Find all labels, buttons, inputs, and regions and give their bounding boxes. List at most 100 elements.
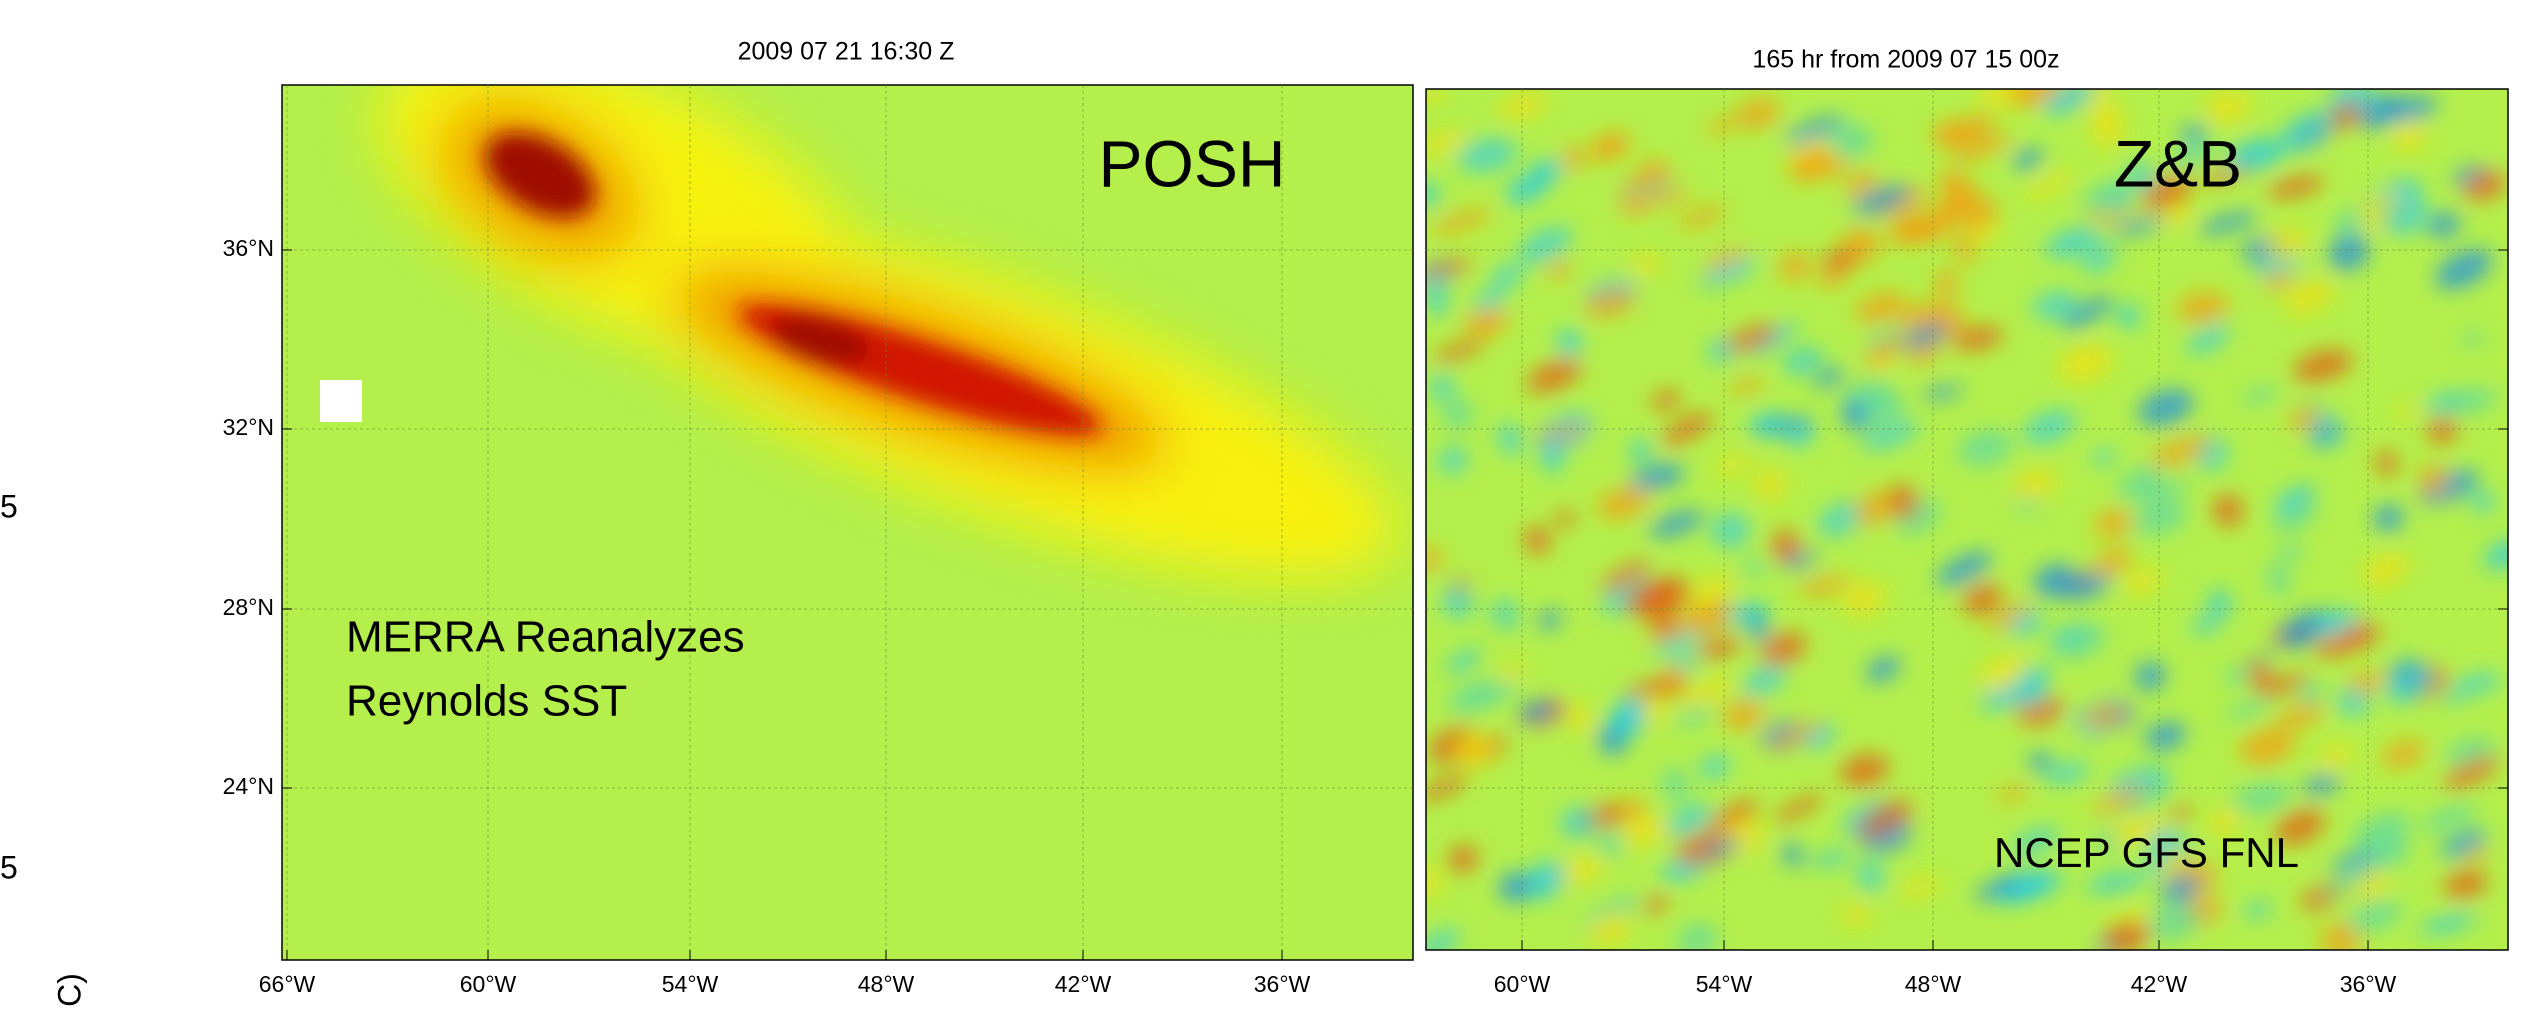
field-blob <box>1742 664 1787 697</box>
field-blob <box>2123 568 2161 595</box>
field-blob <box>2363 553 2409 587</box>
field-blob <box>1441 399 1474 430</box>
field-blob <box>2061 296 2114 330</box>
field-blob <box>1859 393 1906 425</box>
field-blob <box>2207 808 2242 835</box>
field-blob <box>2132 501 2188 536</box>
x-tick-label: 48°W <box>858 971 915 997</box>
y-tick-label: 24°N <box>223 773 274 799</box>
field-blob <box>1460 310 1503 330</box>
field-blob <box>1934 270 1959 298</box>
field-blob <box>1560 805 1597 840</box>
field-blob <box>1678 205 1726 229</box>
right-frame <box>1425 88 2509 951</box>
field-blob <box>1747 323 1798 356</box>
field-blob <box>1625 679 1683 698</box>
field-blob <box>1778 252 1811 282</box>
field-blob <box>2058 344 2113 383</box>
field-blob <box>1716 453 1750 477</box>
field-blob <box>1721 699 1765 730</box>
field-blob <box>1426 131 1468 155</box>
field-blob <box>2298 680 2323 705</box>
grid: 66°W 60°W 54°W 48°W 42°W 36°W 36°N 32°N 28°N 24°N… <box>223 85 2508 997</box>
field-blob <box>1980 655 2029 691</box>
field-blob <box>1766 721 1823 750</box>
field-blob <box>1810 851 1851 867</box>
field-blob <box>1866 655 1901 683</box>
field-blob <box>1788 148 1835 183</box>
field-blob <box>2384 666 2435 705</box>
field-blob <box>1426 775 1468 801</box>
field-blob <box>2093 509 2133 537</box>
field-blob <box>2347 671 2385 693</box>
field-blob <box>1796 576 1852 596</box>
field-blob <box>2169 140 2215 172</box>
field-blob <box>1426 89 1443 104</box>
field-blob <box>1432 340 1485 362</box>
field-blob <box>2126 161 2156 193</box>
field-blob <box>2032 563 2076 598</box>
field-blob <box>1695 637 1742 659</box>
field-blob <box>2471 489 2495 514</box>
field-blob <box>2241 386 2279 405</box>
field-blob <box>1842 171 1880 197</box>
field-blob <box>2314 634 2360 658</box>
field-blob <box>1953 233 1976 264</box>
field-blob <box>2226 138 2285 172</box>
field-blob <box>2450 673 2502 696</box>
field-blob <box>1587 140 1627 161</box>
field-blob <box>1857 800 1913 838</box>
field-blob <box>2463 171 2507 201</box>
field-blob <box>2012 148 2044 170</box>
field-blob <box>1734 98 1781 129</box>
field-blob <box>1897 876 1943 899</box>
field-blob <box>2023 409 2076 445</box>
field-blob <box>1445 649 1482 673</box>
field-blob <box>2243 903 2272 917</box>
field-blob <box>1860 421 1920 451</box>
field-blob <box>2266 563 2291 595</box>
field-blob <box>2116 305 2141 328</box>
field-blob <box>2437 690 2470 706</box>
field-blob <box>1682 675 1733 710</box>
field-blob <box>2082 183 2132 214</box>
field-blob <box>2303 774 2340 796</box>
field-blob <box>2048 226 2103 259</box>
field-blob <box>2347 900 2403 933</box>
field-blob <box>1620 816 1669 848</box>
field-blob <box>1754 467 1786 501</box>
field-blob <box>2266 226 2307 260</box>
x-tick-label: 60°W <box>1494 971 1551 997</box>
field-blob <box>1540 438 1562 474</box>
field-blob <box>1496 422 1524 457</box>
field-blob <box>1630 463 1686 490</box>
field-blob <box>1998 786 2027 802</box>
field-blob <box>1676 704 1713 727</box>
field-blob <box>2276 703 2325 729</box>
x-tick-label: 54°W <box>662 971 719 997</box>
field-blob <box>2144 721 2187 751</box>
field-blob <box>2281 112 2335 153</box>
margin-label: C) <box>51 973 87 1007</box>
field-blob <box>1841 581 1886 616</box>
field-blob <box>2186 324 2231 355</box>
field-blob <box>1569 703 1593 733</box>
field-blob <box>1952 133 2012 162</box>
field-blob <box>1597 829 1626 858</box>
field-blob <box>1710 512 1751 548</box>
field-blob <box>1629 440 1652 461</box>
field-blob <box>1633 189 1693 208</box>
field-blob <box>2190 615 2222 635</box>
field-blob <box>2103 922 2150 950</box>
field-blob <box>2137 389 2194 427</box>
x-tick-label: 36°W <box>2340 971 2397 997</box>
field-blob <box>1842 902 1871 927</box>
field-blob <box>1938 168 1967 198</box>
field-blob <box>1895 301 1956 329</box>
panel-title: 2009 07 21 16:30 Z <box>738 38 955 66</box>
field-blob <box>1651 609 1677 642</box>
field-blob <box>2007 89 2066 106</box>
field-blob <box>2320 876 2365 898</box>
field-blob <box>1619 166 1670 192</box>
field-blob <box>1498 92 1548 121</box>
